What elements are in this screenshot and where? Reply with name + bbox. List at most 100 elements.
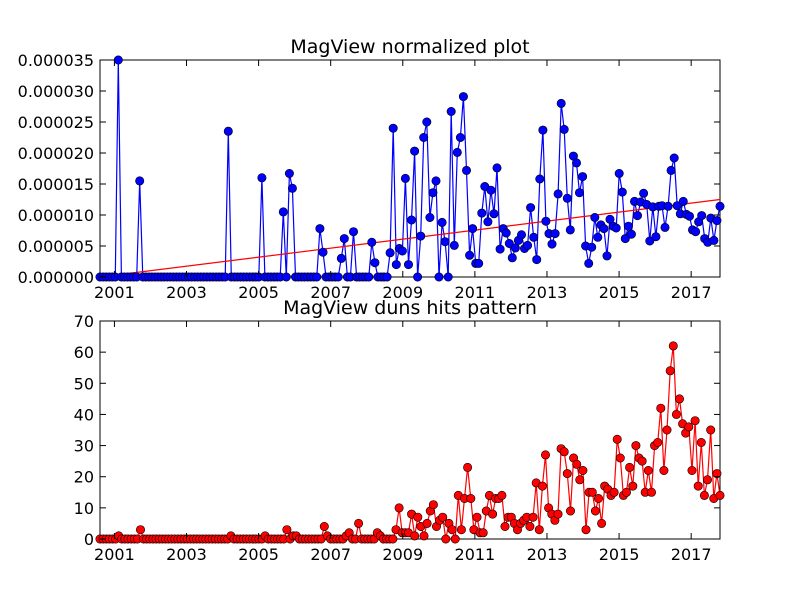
duns-hits-data-point bbox=[472, 512, 482, 522]
duns-hits-data-point bbox=[687, 465, 697, 475]
duns-hits-data-point bbox=[565, 506, 575, 516]
normalized-plot-data-point bbox=[458, 92, 468, 102]
duns-hits-data-point bbox=[540, 450, 550, 460]
normalized-plot-ticks: 2001 2003 2005 2007 2009 2011 2013 2015 2017 0.00… bbox=[18, 51, 720, 302]
normalized-plot-data-point bbox=[388, 123, 398, 133]
normalized-plot-trend-line bbox=[99, 198, 721, 278]
duns-hits-data-point bbox=[413, 512, 423, 522]
normalized-plot-data-point bbox=[660, 222, 670, 232]
normalized-plot-data-point bbox=[449, 240, 459, 250]
normalized-plot-data-point bbox=[672, 201, 682, 211]
normalized-plot-data-point bbox=[532, 255, 542, 265]
normalized-plot-data-point bbox=[461, 165, 471, 175]
duns-hits-data-point bbox=[441, 534, 451, 544]
normalized-plot-data-point bbox=[559, 124, 569, 134]
normalized-plot-data-point bbox=[663, 201, 673, 211]
normalized-plot-data-point bbox=[416, 231, 426, 241]
normalized-plot-data-point bbox=[486, 185, 496, 195]
duns-hits-data-point bbox=[637, 456, 647, 466]
duns-hits-data-point bbox=[612, 434, 622, 444]
duns-hits-data-point bbox=[388, 534, 398, 544]
duns-hits-data-point bbox=[428, 500, 438, 510]
normalized-plot-data-point bbox=[492, 163, 502, 173]
normalized-plot-data-point bbox=[550, 229, 560, 239]
normalized-plot-data-point bbox=[477, 208, 487, 218]
normalized-plot-data-point bbox=[556, 98, 566, 108]
normalized-plot-data-point bbox=[639, 188, 649, 198]
normalized-plot-data-point bbox=[611, 223, 621, 233]
normalized-plot-x-tick-label: 2011 bbox=[455, 283, 496, 302]
normalized-plot-data-point bbox=[318, 247, 328, 257]
normalized-plot-data-point bbox=[403, 260, 413, 270]
normalized-plot-data-point bbox=[489, 209, 499, 219]
normalized-plot-data-point bbox=[428, 188, 438, 198]
duns-hits-data-point bbox=[450, 534, 460, 544]
normalized-plot-data-point bbox=[507, 253, 517, 263]
duns-hits-data-point bbox=[537, 481, 547, 491]
duns-hits-data-point bbox=[659, 465, 669, 475]
duns-hits-data-point bbox=[684, 422, 694, 432]
normalized-plot-data-point bbox=[135, 176, 145, 186]
duns-hits-data-point bbox=[581, 525, 591, 535]
normalized-plot-data-point bbox=[587, 242, 597, 252]
normalized-plot-data-point bbox=[574, 188, 584, 198]
normalized-plot-data-point bbox=[666, 165, 676, 175]
normalized-plot-data-point bbox=[541, 216, 551, 226]
duns-hits-data-point bbox=[438, 512, 448, 522]
duns-hits-data-point bbox=[419, 531, 429, 541]
normalized-plot-data-point bbox=[553, 189, 563, 199]
normalized-plot-data-point bbox=[446, 107, 456, 117]
normalized-plot-data-point bbox=[364, 272, 374, 282]
duns-hits-data-point bbox=[653, 437, 663, 447]
normalized-plot-data-point bbox=[474, 258, 484, 268]
normalized-plot-data-point bbox=[287, 183, 297, 193]
duns-hits-x-tick-label: 2017 bbox=[671, 545, 712, 564]
duns-hits-data-point bbox=[553, 509, 563, 519]
normalized-plot-panel: MagView normalized plot 2001 2003 2005 2007… bbox=[18, 36, 725, 302]
normalized-plot-data-point bbox=[547, 239, 557, 249]
duns-hits-data-point bbox=[643, 465, 653, 475]
duns-hits-data-point bbox=[712, 469, 722, 479]
normalized-plot-data-point bbox=[623, 221, 633, 231]
duns-hits-data-point bbox=[319, 521, 329, 531]
duns-hits-data-point bbox=[575, 475, 585, 485]
duns-hits-data-point bbox=[394, 503, 404, 513]
normalized-plot-data-point bbox=[684, 211, 694, 221]
duns-hits-data-point bbox=[593, 493, 603, 503]
duns-hits-x-tick-label: 2003 bbox=[166, 545, 207, 564]
normalized-plot-data-point bbox=[391, 260, 401, 270]
normalized-plot-data-point bbox=[434, 272, 444, 282]
normalized-plot-data-point bbox=[443, 272, 453, 282]
duns-hits-y-tick-label: 10 bbox=[74, 499, 94, 518]
normalized-plot-y-tick-label: 0.000005 bbox=[18, 237, 94, 256]
duns-hits-ticks: 2001 2003 2005 2007 2009 2011 2013 2015 2017 0 10 2… bbox=[74, 312, 720, 564]
normalized-plot-data-point bbox=[437, 217, 447, 227]
normalized-plot-x-tick-label: 2017 bbox=[671, 283, 712, 302]
normalized-plot-data-point bbox=[367, 237, 377, 247]
normalized-plot-data-point bbox=[336, 253, 346, 263]
duns-hits-data-point bbox=[572, 459, 582, 469]
duns-hits-data-point bbox=[488, 509, 498, 519]
duns-hits-data-point bbox=[609, 487, 619, 497]
normalized-plot-x-tick-label: 2003 bbox=[166, 283, 207, 302]
normalized-plot-data-point bbox=[620, 234, 630, 244]
normalized-plot-area bbox=[95, 55, 725, 282]
duns-hits-y-tick-label: 70 bbox=[74, 312, 94, 331]
duns-hits-data-point bbox=[696, 437, 706, 447]
normalized-plot-data-point bbox=[712, 216, 722, 226]
normalized-plot-data-point bbox=[526, 203, 536, 213]
duns-hits-data-point bbox=[656, 403, 666, 413]
duns-hits-data-point bbox=[693, 481, 703, 491]
duns-hits-x-tick-label: 2007 bbox=[310, 545, 351, 564]
normalized-plot-data-point bbox=[510, 243, 520, 253]
normalized-plot-x-tick-label: 2005 bbox=[238, 283, 279, 302]
duns-hits-y-tick-label: 50 bbox=[74, 374, 94, 393]
duns-hits-x-tick-label: 2001 bbox=[94, 545, 135, 564]
duns-hits-x-tick-label: 2009 bbox=[382, 545, 423, 564]
normalized-plot-data-point bbox=[678, 196, 688, 206]
normalized-plot-data-point bbox=[413, 272, 423, 282]
normalized-plot-data-point bbox=[504, 239, 514, 249]
duns-hits-data-point bbox=[447, 525, 457, 535]
duns-hits-data-point bbox=[706, 425, 716, 435]
normalized-plot-data-point bbox=[465, 250, 475, 260]
